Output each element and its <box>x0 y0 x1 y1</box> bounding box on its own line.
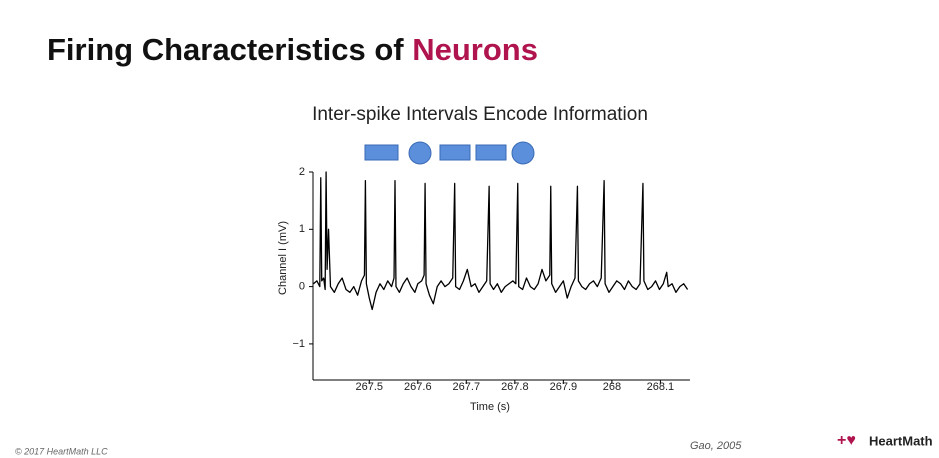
copyright: © 2017 HeartMath LLC <box>15 446 108 456</box>
y-tick-label: 2 <box>299 166 305 178</box>
interval-rect <box>475 144 507 161</box>
interval-circle <box>408 141 432 165</box>
x-tick-label: 268 <box>603 381 621 393</box>
trace-line <box>313 171 689 311</box>
interval-symbols <box>364 141 535 165</box>
y-tick-label: −1 <box>292 338 305 350</box>
y-tick-label: 1 <box>299 223 305 235</box>
y-axis-label: Channel I (mV) <box>277 221 289 295</box>
chart-title: Inter-spike Intervals Encode Information <box>312 104 648 125</box>
interval-circle <box>511 141 535 165</box>
slide-title: Firing Characteristics of Neurons <box>47 32 538 68</box>
x-tick-label: 267.8 <box>501 381 529 393</box>
interval-rect <box>364 144 399 161</box>
y-tick-label: 0 <box>299 281 305 293</box>
x-tick-label: 267.9 <box>550 381 578 393</box>
x-tick-label: 267.5 <box>356 381 384 393</box>
title-text: Firing Characteristics of <box>47 32 404 67</box>
x-tick-label: 267.7 <box>453 381 481 393</box>
interval-rect <box>439 144 471 161</box>
logo: +♥ HeartMath <box>837 432 933 449</box>
citation: Gao, 2005 <box>690 440 742 452</box>
x-tick-label: 268.1 <box>647 381 675 393</box>
logo-icon: +♥ <box>837 432 856 449</box>
x-tick-label: 267.6 <box>404 381 432 393</box>
x-axis-label: Time (s) <box>470 401 510 413</box>
title-accent: Neurons <box>412 32 538 67</box>
logo-text: HeartMath <box>869 433 933 448</box>
